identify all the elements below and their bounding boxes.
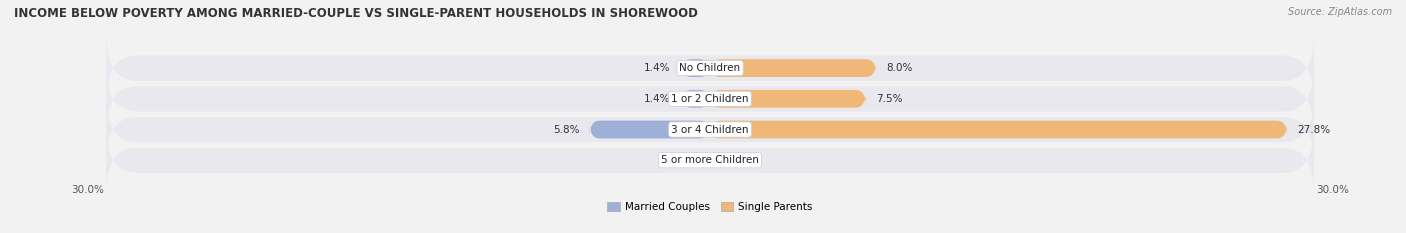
FancyBboxPatch shape [681, 59, 710, 77]
FancyBboxPatch shape [710, 90, 866, 108]
FancyBboxPatch shape [710, 121, 1286, 138]
Text: INCOME BELOW POVERTY AMONG MARRIED-COUPLE VS SINGLE-PARENT HOUSEHOLDS IN SHOREWO: INCOME BELOW POVERTY AMONG MARRIED-COUPL… [14, 7, 697, 20]
FancyBboxPatch shape [710, 59, 876, 77]
Text: 1.4%: 1.4% [644, 63, 671, 73]
Text: 7.5%: 7.5% [876, 94, 903, 104]
FancyBboxPatch shape [681, 90, 710, 108]
FancyBboxPatch shape [105, 35, 1315, 102]
FancyBboxPatch shape [105, 127, 1315, 194]
Text: 5.8%: 5.8% [553, 124, 579, 134]
Text: 1.4%: 1.4% [644, 94, 671, 104]
FancyBboxPatch shape [105, 65, 1315, 132]
Legend: Married Couples, Single Parents: Married Couples, Single Parents [606, 200, 814, 214]
Text: 1 or 2 Children: 1 or 2 Children [671, 94, 749, 104]
FancyBboxPatch shape [589, 121, 710, 138]
Text: 0.0%: 0.0% [673, 155, 700, 165]
Text: Source: ZipAtlas.com: Source: ZipAtlas.com [1288, 7, 1392, 17]
Text: No Children: No Children [679, 63, 741, 73]
Text: 8.0%: 8.0% [886, 63, 912, 73]
Text: 27.8%: 27.8% [1298, 124, 1330, 134]
Text: 0.0%: 0.0% [720, 155, 747, 165]
Text: 5 or more Children: 5 or more Children [661, 155, 759, 165]
Text: 3 or 4 Children: 3 or 4 Children [671, 124, 749, 134]
FancyBboxPatch shape [105, 96, 1315, 163]
